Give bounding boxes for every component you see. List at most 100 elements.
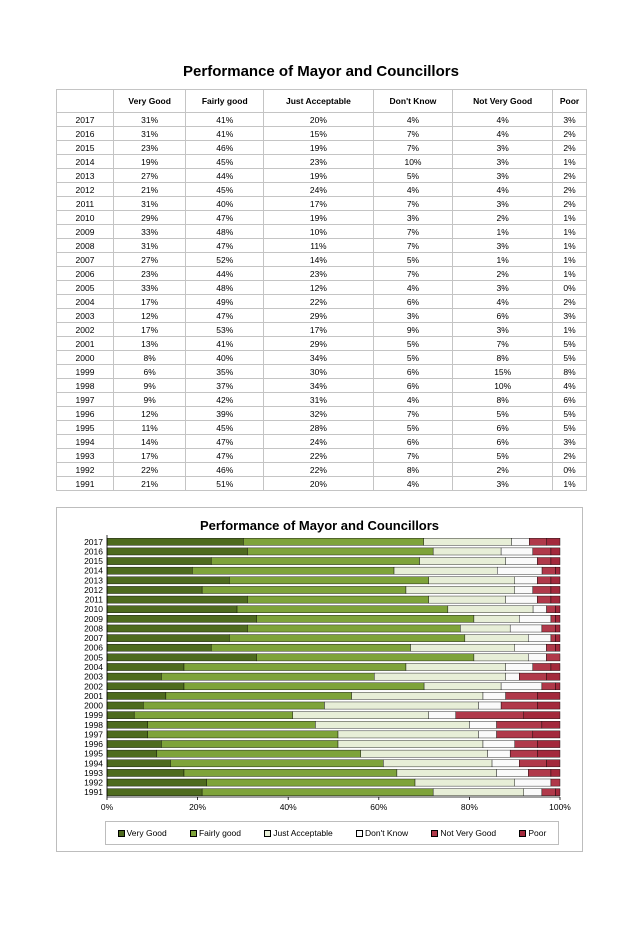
value-cell: 29% <box>263 308 374 323</box>
bar-segment <box>360 749 488 758</box>
bar-segment <box>511 538 530 546</box>
legend-label: Fairly good <box>198 828 242 838</box>
value-cell: 5% <box>372 420 454 435</box>
y-tick-label: 1991 <box>84 787 103 797</box>
legend-swatch <box>431 829 439 837</box>
bar-segment <box>509 624 543 633</box>
bar-segment <box>500 682 543 691</box>
y-tick-label: 2005 <box>84 652 103 662</box>
bar-segment <box>423 682 502 691</box>
year-cell: 2011 <box>56 196 114 211</box>
value-cell: 12% <box>112 406 187 421</box>
bar-segment <box>143 701 325 710</box>
bar-segment <box>505 595 538 604</box>
bar-segment <box>541 624 556 633</box>
bar-segment <box>383 759 493 768</box>
value-cell: 23% <box>112 266 187 281</box>
value-cell: 10% <box>452 378 554 393</box>
value-cell: 41% <box>185 112 265 127</box>
year-cell: 2001 <box>56 336 114 351</box>
x-tick-label: 0% <box>101 802 114 812</box>
value-cell: 17% <box>112 448 187 463</box>
y-tick-label: 2004 <box>84 662 103 672</box>
table-row: 1994 14% 47% 24% 6% 6% 3% <box>56 434 587 449</box>
bar-segment <box>414 778 515 787</box>
y-tick-label: 1995 <box>84 749 103 759</box>
value-cell: 11% <box>263 238 374 253</box>
bar-segment <box>505 557 538 565</box>
table-row: 1996 12% 39% 32% 7% 5% 5% <box>56 406 587 421</box>
bar-segment <box>106 701 144 710</box>
value-cell: 3% <box>452 168 554 183</box>
value-cell: 5% <box>452 448 554 463</box>
bar-segment <box>156 749 361 758</box>
value-cell: 47% <box>185 308 265 323</box>
y-tick-label: 2012 <box>84 585 103 595</box>
value-cell: 17% <box>112 294 187 309</box>
value-cell: 21% <box>112 182 187 197</box>
bar-segment <box>106 643 212 652</box>
value-cell: 44% <box>185 168 265 183</box>
year-cell: 2013 <box>56 168 114 183</box>
y-tick-label: 1992 <box>84 778 103 788</box>
value-cell: 1% <box>552 322 587 337</box>
bar-segment <box>183 663 407 671</box>
value-cell: 3% <box>372 308 454 323</box>
table-row: 2012 21% 45% 24% 4% 4% 2% <box>56 182 587 197</box>
value-cell: 29% <box>112 210 187 225</box>
value-cell: 31% <box>263 392 374 407</box>
value-cell: 4% <box>452 182 554 197</box>
bar-segment <box>505 672 520 681</box>
legend-item: Not Very Good <box>431 828 496 838</box>
bar-segment <box>514 643 547 652</box>
bar-segment <box>106 538 244 546</box>
table-row: 2002 17% 53% 17% 9% 3% 1% <box>56 322 587 337</box>
page-title: Performance of Mayor and Councillors <box>183 63 459 80</box>
bar-segment <box>541 682 556 691</box>
value-cell: 1% <box>452 252 554 267</box>
value-cell: 46% <box>185 462 265 477</box>
value-cell: 42% <box>185 392 265 407</box>
bar-segment <box>523 711 561 719</box>
bar-segment <box>555 605 561 613</box>
stacked-bar-chart: 2017201620152014201320122011201020092008… <box>84 535 571 812</box>
bar-segment <box>555 566 561 575</box>
value-cell: 5% <box>552 336 587 351</box>
table-row: 2013 27% 44% 19% 5% 3% 2% <box>56 168 587 183</box>
bar-segment <box>428 595 506 604</box>
bar-segment <box>546 643 556 652</box>
bar-segment <box>532 730 561 739</box>
bar-segment <box>419 557 506 565</box>
legend-swatch <box>355 829 363 837</box>
value-cell: 28% <box>263 420 374 435</box>
bar-segment <box>496 769 529 777</box>
value-cell: 4% <box>372 476 454 491</box>
legend-label: Not Very Good <box>440 828 497 838</box>
bar-segment <box>324 701 479 710</box>
value-cell: 30% <box>263 364 374 379</box>
bar-segment <box>256 615 475 623</box>
value-cell: 31% <box>112 238 187 253</box>
bar-segment <box>528 634 552 642</box>
bar-segment <box>106 595 248 604</box>
bar-segment <box>106 759 171 768</box>
bar-segment <box>165 692 352 700</box>
value-cell: 2% <box>552 126 587 141</box>
bar-segment <box>192 566 395 575</box>
value-cell: 1% <box>552 476 587 491</box>
y-tick-label: 2002 <box>84 681 103 691</box>
bar-segment <box>247 595 429 604</box>
year-cell: 2010 <box>56 210 114 225</box>
bar-segment <box>393 566 498 575</box>
value-cell: 19% <box>263 140 374 155</box>
year-cell: 2012 <box>56 182 114 197</box>
bar-segment <box>243 538 424 546</box>
year-cell: 1996 <box>56 406 114 421</box>
bar-segment <box>519 615 552 623</box>
value-cell: 5% <box>552 406 587 421</box>
value-cell: 2% <box>552 182 587 197</box>
year-cell: 2016 <box>56 126 114 141</box>
value-cell: 4% <box>452 112 554 127</box>
value-cell: 23% <box>263 154 374 169</box>
y-tick-label: 2014 <box>84 566 103 576</box>
